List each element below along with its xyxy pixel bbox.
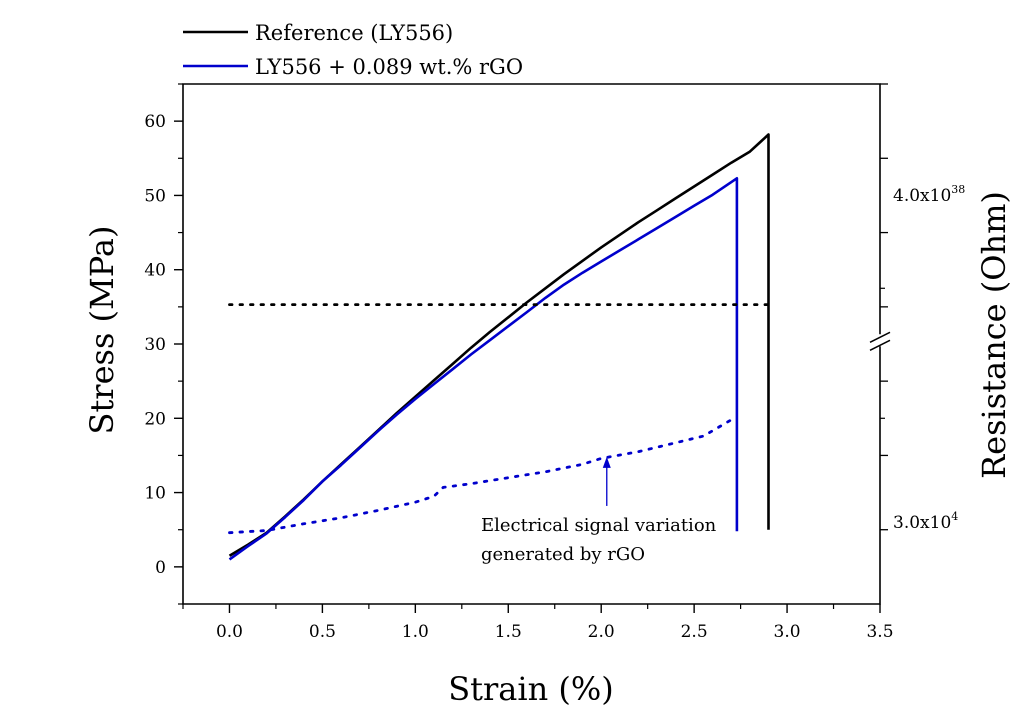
y-tick-label-0: 0	[155, 558, 166, 578]
right-tick-base-high: 4.0x10	[893, 186, 951, 206]
right-tick-exp-high: 38	[951, 183, 965, 196]
x-tick-label-6: 3.0	[774, 622, 801, 642]
x-tick-label-3: 1.5	[495, 622, 522, 642]
plot-area: 0.0 0.5 1.0 1.5 2.0 2.5 3.0 3.5 0 10 20 30 40 50 60	[144, 83, 894, 642]
series-line-3	[228, 418, 733, 535]
legend-label-reference: Reference (LY556)	[255, 21, 453, 45]
x-axis-title: Strain (%)	[448, 670, 614, 708]
x-tick-label-1: 0.5	[309, 622, 336, 642]
legend-label-rgo: LY556 + 0.089 wt.% rGO	[255, 55, 523, 79]
y-tick-label-6: 60	[144, 112, 166, 132]
x-tick-label-7: 3.5	[866, 622, 893, 642]
y-tick-label-5: 50	[144, 186, 166, 206]
right-tick-label-low: 3.0x104	[893, 510, 958, 533]
series-line-1	[228, 177, 739, 561]
x-tick-label-5: 2.5	[681, 622, 708, 642]
annotation-line-2: generated by rGO	[481, 544, 645, 565]
y-tick-label-4: 40	[144, 261, 166, 281]
y-tick-label-3: 30	[144, 335, 166, 355]
right-tick-base-low: 3.0x10	[893, 513, 951, 533]
y-axis-title: Stress (MPa)	[83, 226, 121, 435]
y-tick-label-1: 10	[144, 484, 166, 504]
y-tick-label-2: 20	[144, 409, 166, 429]
annotation-electrical-signal: Electrical signal variation generated by…	[481, 515, 717, 565]
y2-axis-title: Resistance (Ohm)	[975, 191, 1013, 479]
axis-break-mark-upper	[869, 331, 891, 344]
x-tick-label-4: 2.0	[588, 622, 615, 642]
annotation-line-1: Electrical signal variation	[481, 515, 717, 536]
annotation-arrow-head	[602, 456, 611, 468]
right-tick-label-high: 4.0x1038	[893, 183, 965, 206]
x-tick-label-0: 0.0	[216, 622, 243, 642]
right-axis-labels: 4.0x1038 3.0x104	[893, 183, 965, 533]
x-tick-label-2: 1.0	[402, 622, 429, 642]
legend: Reference (LY556) LY556 + 0.089 wt.% rGO	[183, 21, 523, 79]
right-tick-exp-low: 4	[951, 510, 958, 523]
axis-break-mark-lower	[869, 339, 891, 352]
